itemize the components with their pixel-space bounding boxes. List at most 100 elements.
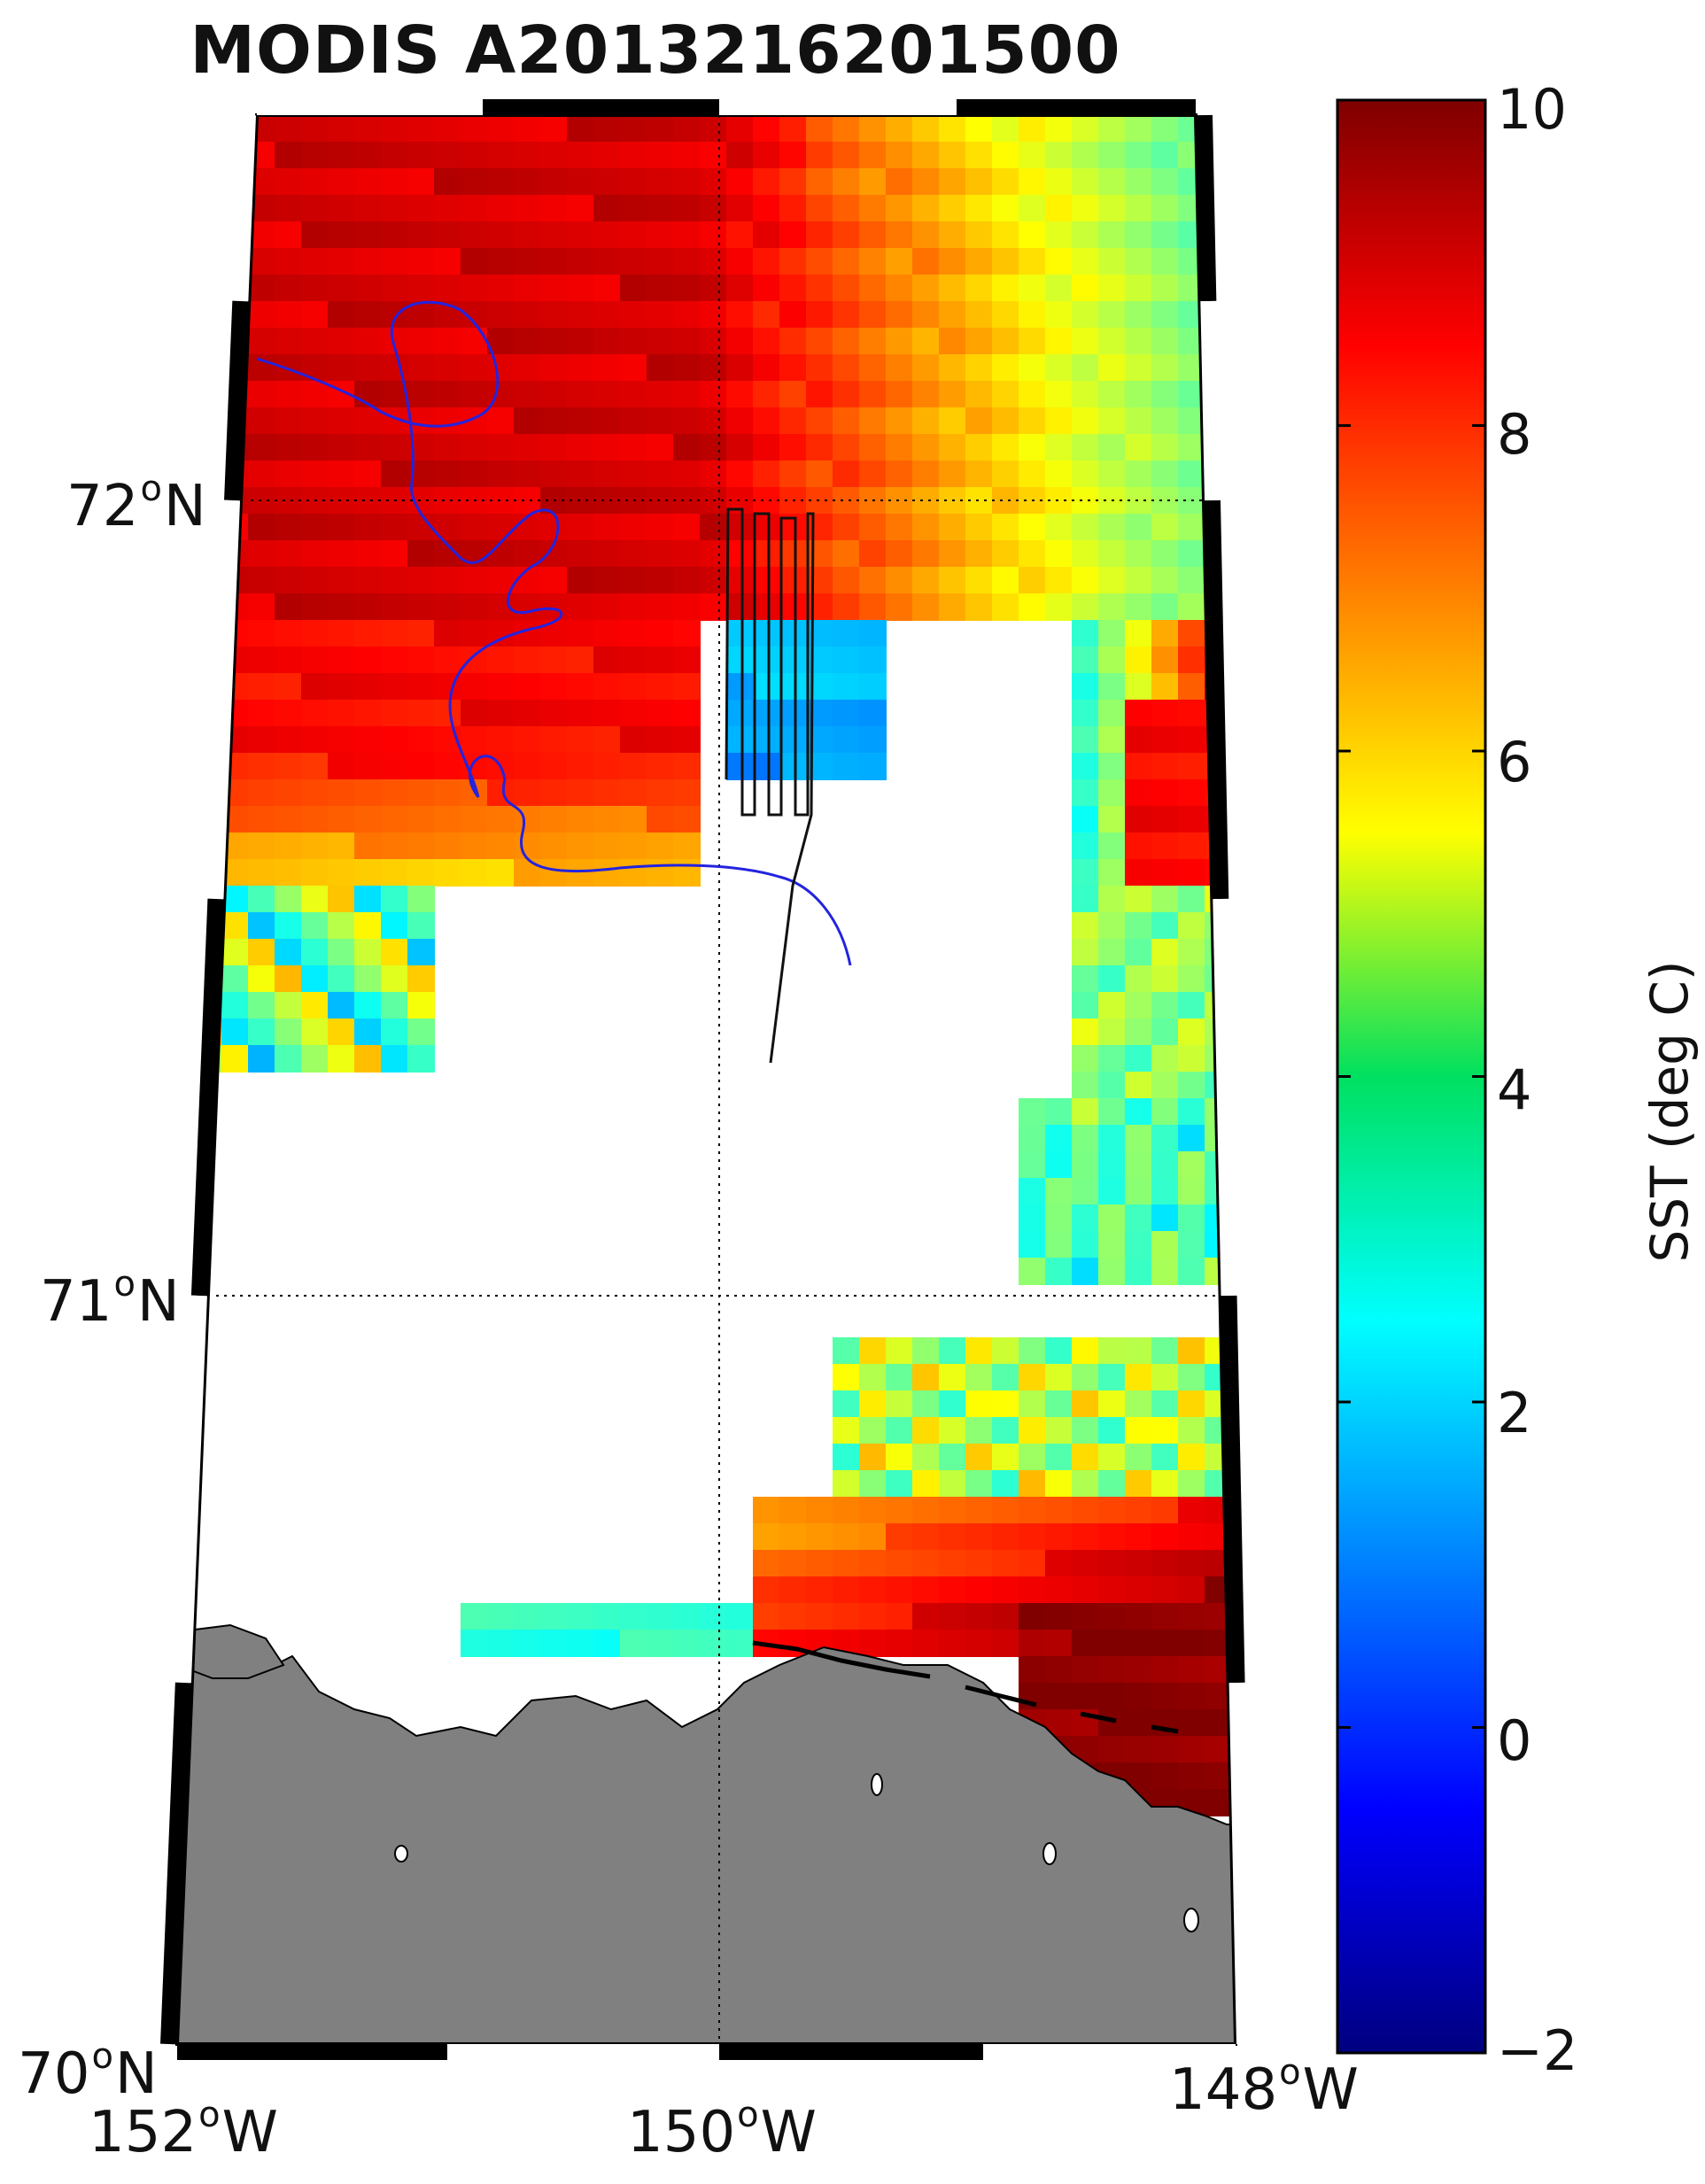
sst-cell	[177, 540, 196, 568]
sst-cell	[700, 1630, 727, 1657]
sst-cell	[647, 593, 674, 621]
sst-cell	[1125, 1045, 1152, 1073]
sst-cell	[1072, 1390, 1099, 1418]
sst-cell	[461, 806, 488, 833]
sst-cell	[620, 275, 647, 302]
sst-cell	[1072, 753, 1099, 780]
sst-cell	[965, 1417, 993, 1444]
sst-cell	[1125, 1151, 1152, 1179]
sst-cell	[567, 726, 594, 754]
sst-cell	[540, 354, 568, 382]
sst-cell	[487, 275, 515, 302]
sst-cell	[912, 354, 940, 382]
sst-cell	[859, 700, 887, 727]
sst-cell	[248, 381, 275, 408]
sst-cell	[1072, 248, 1099, 275]
sst-cell	[540, 142, 568, 169]
sst-cell	[275, 142, 302, 169]
sst-cell	[1231, 115, 1236, 143]
sst-cell	[1178, 567, 1205, 594]
sst-cell	[461, 673, 488, 701]
sst-cell	[753, 567, 780, 594]
sst-cell	[301, 168, 329, 196]
sst-cell	[275, 487, 302, 515]
sst-cell	[1019, 328, 1046, 355]
sst-cell	[965, 593, 993, 621]
sst-cell	[1098, 753, 1126, 780]
sst-cell	[1098, 1576, 1126, 1604]
sst-cell	[939, 514, 966, 541]
sst-cell	[673, 168, 701, 196]
sst-cell	[1045, 248, 1073, 275]
sst-cell	[833, 514, 860, 541]
sst-cell	[1098, 912, 1126, 940]
sst-cell	[514, 115, 541, 143]
sst-cell	[407, 115, 435, 143]
sst-cell	[593, 859, 621, 887]
sst-cell	[407, 593, 435, 621]
sst-cell	[939, 1470, 966, 1498]
sst-cell	[381, 1045, 408, 1073]
sst-cell	[354, 195, 382, 222]
sst-cell	[487, 859, 515, 887]
sst-cell	[275, 221, 302, 249]
sst-cell	[248, 912, 275, 940]
sst-cell	[354, 965, 382, 993]
sst-cell	[540, 381, 568, 408]
sst-cell	[673, 567, 701, 594]
sst-cell	[1098, 248, 1126, 275]
sst-cell	[1098, 965, 1126, 993]
sst-cell	[1151, 461, 1179, 488]
sst-cell	[726, 381, 754, 408]
sst-cell	[221, 939, 249, 966]
sst-cell	[806, 753, 833, 780]
sst-cell	[1178, 1630, 1205, 1657]
sst-cell	[1019, 461, 1046, 488]
sst-cell	[275, 965, 302, 993]
sst-cell	[1178, 1736, 1205, 1763]
sst-cell	[1098, 195, 1126, 222]
sst-cell	[1072, 1072, 1099, 1099]
sst-cell	[779, 1550, 807, 1577]
sst-cell	[1045, 1390, 1073, 1418]
sst-cell	[1072, 1576, 1099, 1604]
colorbar-tick-label: −2	[1497, 2018, 1578, 2083]
sst-cell	[1178, 1656, 1205, 1684]
sst-cell	[833, 328, 860, 355]
sst-cell	[434, 567, 461, 594]
sst-cell	[177, 195, 196, 222]
sst-cell	[354, 328, 382, 355]
sst-cell	[939, 1364, 966, 1391]
sst-cell	[647, 115, 674, 143]
sst-cell	[381, 992, 408, 1019]
sst-cell	[407, 806, 435, 833]
sst-cell	[647, 859, 674, 887]
sst-cell	[381, 248, 408, 275]
sst-cell	[301, 700, 329, 727]
sst-cell	[753, 142, 780, 169]
sst-cell	[1098, 833, 1126, 860]
sst-cell	[992, 354, 1019, 382]
sst-cell	[177, 354, 196, 382]
sst-cell	[434, 593, 461, 621]
sst-cell	[859, 461, 887, 488]
sst-cell	[1045, 461, 1073, 488]
sst-cell	[354, 461, 382, 488]
sst-cell	[620, 115, 647, 143]
sst-cell	[1019, 301, 1046, 329]
sst-cell	[886, 221, 913, 249]
sst-cell	[1151, 248, 1179, 275]
sst-cell	[381, 726, 408, 754]
sst-cell	[1072, 221, 1099, 249]
sst-cell	[673, 673, 701, 701]
sst-cell	[1125, 1683, 1152, 1710]
sst-cell	[328, 992, 355, 1019]
sst-cell	[248, 461, 275, 488]
sst-cell	[593, 434, 621, 461]
sst-cell	[620, 567, 647, 594]
colorbar-tick-marks	[1337, 98, 1485, 2055]
sst-cell	[753, 514, 780, 541]
frame-segment	[224, 300, 249, 501]
sst-cell	[461, 700, 488, 727]
sst-cell	[647, 567, 674, 594]
